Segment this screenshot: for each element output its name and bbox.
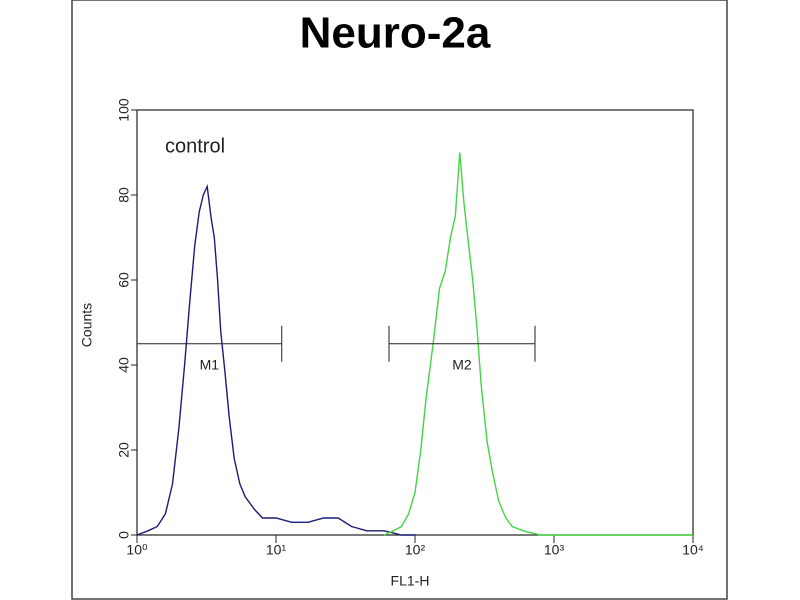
y-tick-label: 80	[116, 187, 132, 203]
annotation: control	[165, 135, 225, 157]
chart-title: Neuro-2a	[300, 9, 491, 58]
y-tick-label: 40	[116, 357, 132, 373]
series-line	[136, 183, 415, 536]
x-tick-label: 10²	[405, 542, 426, 558]
x-axis-label: FL1-H	[391, 573, 430, 589]
x-tick-label: 10¹	[266, 542, 287, 558]
y-tick-label: 60	[116, 272, 132, 288]
y-tick-label: 100	[116, 98, 132, 122]
frame	[71, 0, 728, 600]
x-tick-label: 10³	[544, 542, 565, 558]
y-tick-label: 0	[116, 531, 132, 539]
x-tick-label: 10⁰	[126, 542, 148, 558]
marker-label: M1	[200, 356, 220, 372]
marker-label: M2	[452, 356, 472, 372]
y-tick-label: 20	[116, 442, 132, 458]
x-tick-label: 10⁴	[682, 542, 704, 558]
series-line	[383, 152, 693, 536]
y-axis-label: Counts	[79, 303, 95, 347]
